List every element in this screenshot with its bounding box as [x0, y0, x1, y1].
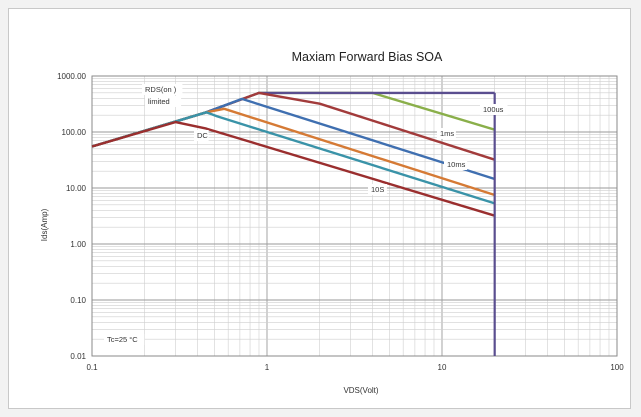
series-line-unlabeled-4 [91, 107, 496, 197]
x-axis-label: VDS(Volt) [343, 386, 378, 395]
label-1ms: 1ms [440, 129, 454, 138]
chart-frame: Maxiam Forward Bias SOA 0.1 1 10 100 0.01 0.1… [8, 8, 631, 409]
label-100us-bg [480, 104, 508, 115]
label-10ms: 10ms [447, 160, 466, 169]
label-10s-bg [368, 184, 387, 195]
y-tick-label: 0.10 [70, 296, 86, 305]
y-tick-label: 10.00 [66, 184, 87, 193]
axis-ticks: 0.1 1 10 100 0.01 0.10 1.00 10.00 100.00 1000.00 [57, 72, 624, 372]
plot-border [91, 75, 618, 357]
grid [91, 75, 618, 357]
label-10ms-bg [444, 159, 468, 170]
y-axis-label: Ids(Amp) [40, 208, 49, 241]
y-tick-label: 0.01 [70, 352, 86, 361]
rds-on-label: RDS(on ) [145, 85, 177, 94]
label-1ms-bg [437, 128, 456, 139]
annotations: RDS(on ) limited DC 100us 1ms 10ms 10S Tc=25 °C [104, 84, 508, 345]
dc-label-bg [194, 130, 209, 141]
dc-label: DC [197, 131, 208, 140]
label-10s: 10S [371, 185, 384, 194]
y-tick-label: 100.00 [62, 128, 87, 137]
tc-label: Tc=25 °C [107, 335, 138, 344]
tc-label-bg [104, 334, 145, 345]
y-tick-label: 1000.00 [57, 72, 86, 81]
series-line-10s [91, 111, 496, 205]
x-tick-label: 0.1 [86, 363, 98, 372]
rds-on-label-bg [142, 84, 183, 95]
series-line-dc [91, 120, 496, 217]
x-tick-label: 100 [610, 363, 624, 372]
rds-limited-label: limited [148, 97, 170, 106]
rds-limited-label-bg [145, 96, 182, 107]
chart-title: Maxiam Forward Bias SOA [292, 50, 443, 64]
soa-chart: Maxiam Forward Bias SOA 0.1 1 10 1000.010.1… [40, 50, 624, 395]
x-tick-label: 10 [438, 363, 447, 372]
label-100us: 100us [483, 105, 504, 114]
plot-lines [91, 91, 496, 356]
x-tick-label: 1 [265, 363, 270, 372]
y-tick-label: 1.00 [70, 240, 86, 249]
